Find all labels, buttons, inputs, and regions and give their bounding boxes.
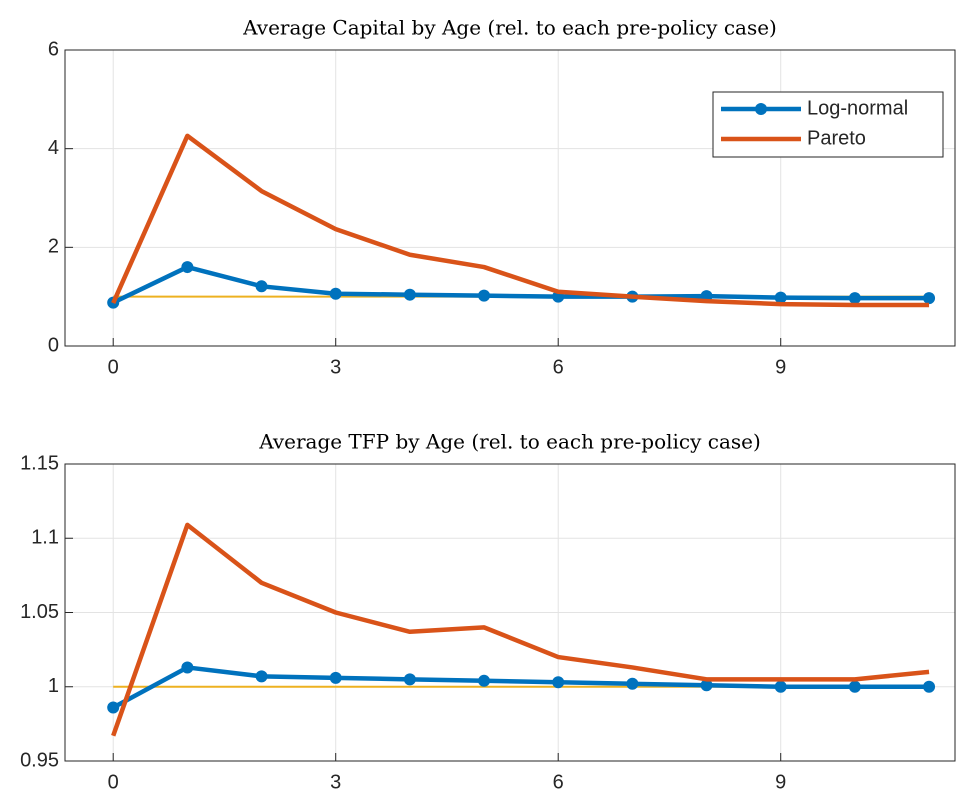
data-point: [107, 701, 120, 714]
legend-marker: [755, 103, 767, 115]
data-point: [181, 661, 194, 674]
x-tick-label: 6: [553, 356, 564, 378]
x-tick-label: 0: [108, 356, 119, 378]
data-point: [774, 680, 787, 693]
series-line: [111, 133, 930, 308]
series-line: [111, 522, 930, 737]
legend-label: Log-normal: [807, 97, 908, 119]
y-tick-label: 0.95: [20, 749, 59, 771]
chart-title: Average TFP by Age (rel. to each pre-pol…: [258, 430, 761, 454]
data-point: [923, 680, 936, 693]
data-point: [329, 671, 342, 684]
x-tick-label: 0: [108, 771, 119, 793]
data-point: [181, 261, 194, 274]
y-tick-label: 0: [48, 334, 59, 356]
data-point: [255, 670, 268, 683]
y-tick-label: 1: [48, 675, 59, 697]
x-tick-label: 3: [330, 356, 341, 378]
legend-box: [712, 91, 944, 158]
data-point: [848, 292, 861, 305]
data-point: [626, 677, 639, 690]
legend-label: Pareto: [807, 127, 866, 149]
data-point: [403, 673, 416, 686]
y-tick-label: 1.1: [31, 527, 59, 549]
data-point: [700, 679, 713, 692]
data-point: [478, 289, 491, 302]
y-tick-label: 4: [48, 137, 59, 159]
series-line: [112, 264, 930, 305]
series-line: [112, 665, 930, 710]
x-tick-label: 6: [553, 771, 564, 793]
plot-frame: [64, 463, 956, 762]
y-tick-label: 2: [48, 236, 59, 258]
data-point: [403, 288, 416, 301]
data-point: [478, 674, 491, 687]
data-point: [329, 287, 342, 300]
y-tick-label: 1.15: [20, 452, 59, 474]
data-point: [255, 280, 268, 293]
data-point: [923, 292, 936, 305]
chart-title: Average Capital by Age (rel. to each pre…: [242, 16, 777, 40]
data-point: [552, 676, 565, 689]
x-tick-label: 9: [775, 356, 786, 378]
data-point: [774, 291, 787, 304]
x-tick-label: 3: [330, 771, 341, 793]
plot-frame: [64, 49, 956, 347]
y-tick-label: 6: [48, 38, 59, 60]
y-tick-label: 1.05: [20, 601, 59, 623]
data-point: [848, 680, 861, 693]
x-tick-label: 9: [775, 771, 786, 793]
